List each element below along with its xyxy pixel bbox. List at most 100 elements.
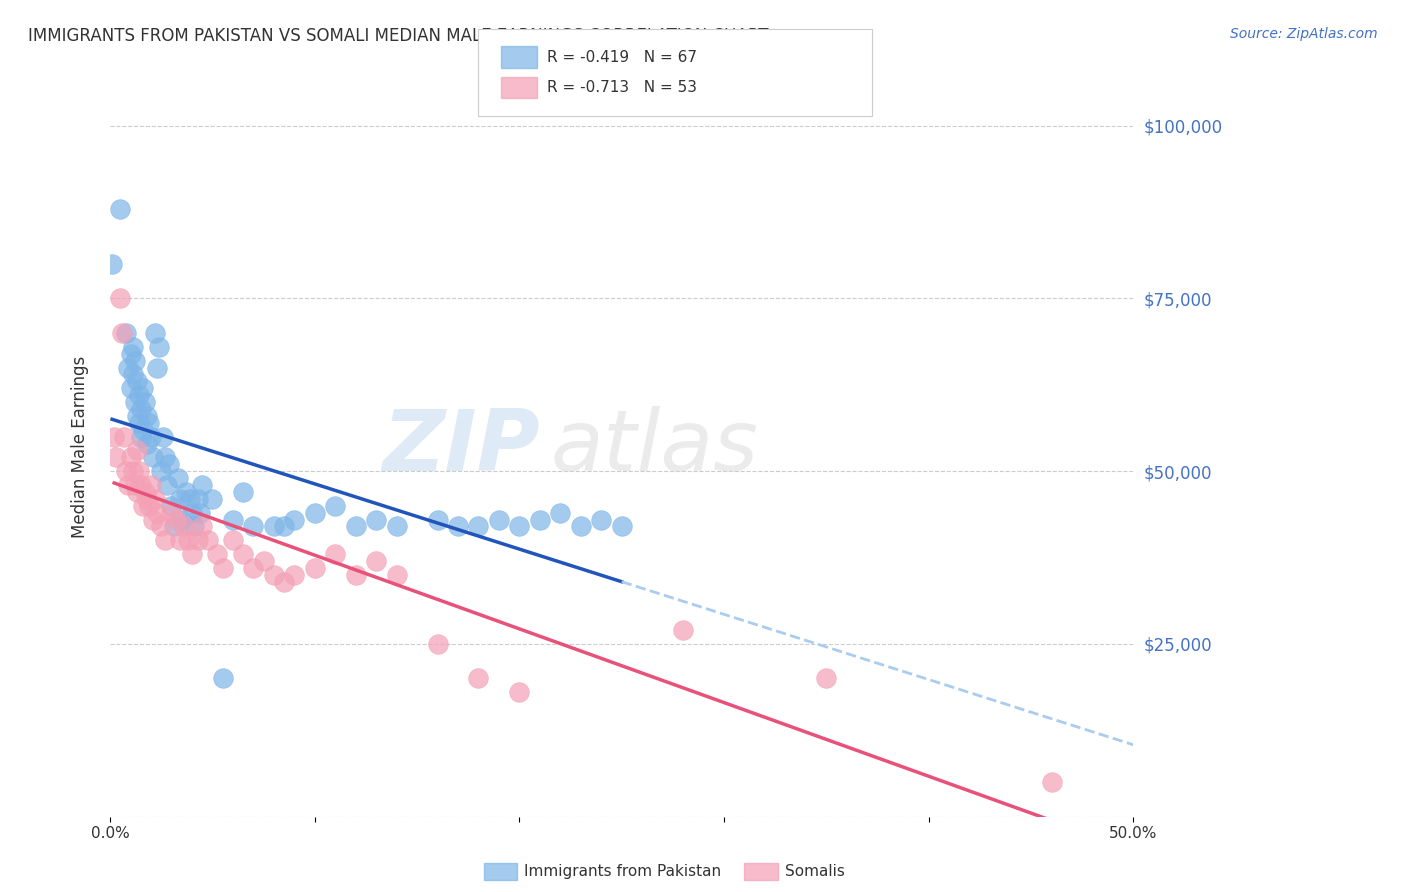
Point [135,436,157,450]
Point [273,574,295,589]
Point [174,484,197,499]
Point [125,375,148,389]
Point [124,395,146,409]
Point [112,430,135,444]
Point [569,519,592,533]
Point [323,547,346,561]
Y-axis label: Median Male Earnings: Median Male Earnings [72,356,89,538]
Point [117,360,139,375]
Point [232,547,254,561]
Point [366,554,388,568]
Text: IMMIGRANTS FROM PAKISTAN VS SOMALI MEDIAN MALE EARNINGS CORRELATION CHART: IMMIGRANTS FROM PAKISTAN VS SOMALI MEDIA… [28,27,769,45]
Point [156,478,179,492]
Point [152,430,174,444]
Point [138,416,160,430]
Point [591,512,613,526]
Point [150,464,173,478]
Point [211,561,233,575]
Point [148,340,170,354]
Point [129,478,152,492]
Point [146,506,169,520]
Point [1040,775,1063,789]
Point [132,423,155,437]
Point [201,491,224,506]
Point [139,430,162,444]
Point [120,381,142,395]
Point [146,360,169,375]
Point [143,491,166,506]
Point [187,491,209,506]
Point [128,388,150,402]
Point [529,512,551,526]
Point [134,395,156,409]
Point [672,623,695,637]
Point [232,484,254,499]
Point [132,381,155,395]
Point [150,519,173,533]
Point [142,450,165,465]
Point [134,484,156,499]
Point [110,202,132,216]
Point [124,353,146,368]
Point [242,561,264,575]
Point [138,499,160,513]
Point [142,512,165,526]
Point [135,409,157,423]
Point [197,533,219,548]
Point [426,512,449,526]
Point [121,368,143,382]
Text: ZIP: ZIP [382,406,540,489]
Point [121,340,143,354]
Point [128,416,150,430]
Point [263,567,285,582]
Point [385,567,408,582]
Point [191,519,214,533]
Point [242,519,264,533]
Point [135,491,157,506]
Point [283,512,305,526]
Point [447,519,470,533]
Point [155,533,177,548]
Point [205,547,228,561]
Point [115,326,138,340]
Point [125,484,148,499]
Point [139,478,162,492]
Point [344,519,367,533]
Point [169,491,191,506]
Point [426,637,449,651]
Point [273,519,295,533]
Point [344,567,367,582]
Text: R = -0.419   N = 67: R = -0.419 N = 67 [547,50,697,64]
Point [181,547,204,561]
Point [105,450,128,465]
Point [160,506,183,520]
Point [508,685,530,699]
Point [110,292,132,306]
Point [263,519,285,533]
Text: Somalis: Somalis [785,864,845,879]
Point [170,512,193,526]
Point [166,471,188,485]
Point [165,512,187,526]
Point [467,519,489,533]
Point [125,443,148,458]
Point [120,450,142,465]
Point [188,506,211,520]
Point [173,519,195,533]
Point [159,458,181,472]
Point [183,519,205,533]
Point [283,567,305,582]
Point [129,430,152,444]
Point [550,506,572,520]
Text: atlas: atlas [550,406,758,489]
Point [304,561,326,575]
Point [120,347,142,361]
Text: R = -0.713   N = 53: R = -0.713 N = 53 [547,80,697,95]
Point [103,430,125,444]
Point [815,672,838,686]
Point [124,478,146,492]
Point [179,491,201,506]
Point [177,533,200,548]
Point [488,512,510,526]
Point [111,326,134,340]
